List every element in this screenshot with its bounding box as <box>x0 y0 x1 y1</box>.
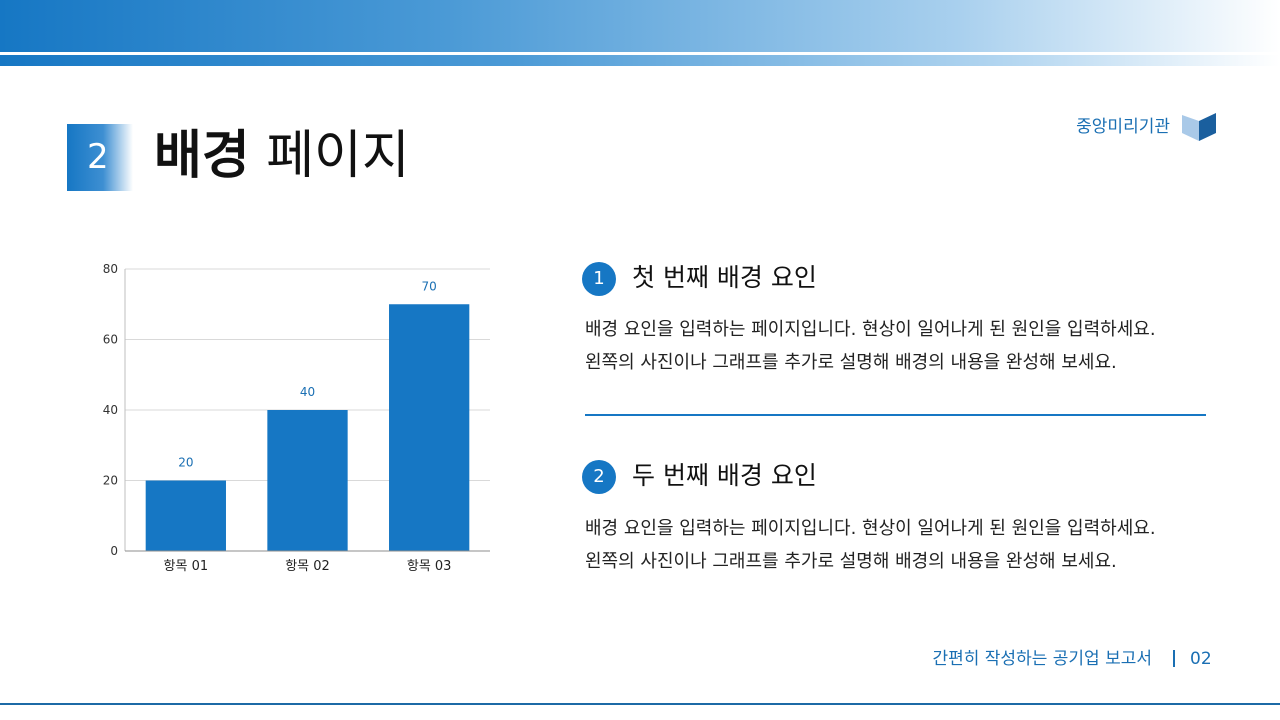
page-title: 배경 페이지 <box>154 120 410 192</box>
item-2-body: 배경 요인을 입력하는 페이지입니다. 현상이 일어나게 된 원인을 입력하세요… <box>585 512 1225 578</box>
bar-3 <box>389 304 470 551</box>
page-title-bold: 배경 <box>154 126 250 186</box>
item-1-number-badge: 1 <box>582 262 616 296</box>
footer-separator <box>1173 650 1175 667</box>
header-gradient-stripe <box>0 55 1280 66</box>
item-2-title: 두 번째 배경 요인 <box>632 461 817 490</box>
header-gradient-band <box>0 0 1280 52</box>
y-tick-label-4: 80 <box>103 262 118 276</box>
organization-logo-icon <box>1182 113 1216 141</box>
page-title-rest: 페이지 <box>266 126 410 186</box>
section-divider <box>585 414 1206 416</box>
y-tick-label-1: 20 <box>103 474 118 488</box>
y-tick-label-0: 0 <box>110 544 118 558</box>
item-2-line-1: 배경 요인을 입력하는 페이지입니다. 현상이 일어나게 된 원인을 입력하세요… <box>585 518 1156 539</box>
data-label-1: 20 <box>178 456 193 470</box>
bottom-rule <box>0 703 1280 705</box>
item-1-line-2: 왼쪽의 사진이나 그래프를 추가로 설명해 배경의 내용을 완성해 보세요. <box>585 352 1117 373</box>
section-number-badge: 2 <box>67 124 133 191</box>
x-tick-label-2: 항목 02 <box>285 559 330 574</box>
item-1-title: 첫 번째 배경 요인 <box>632 263 817 292</box>
footer-page-number: 02 <box>1190 649 1212 669</box>
bar-chart: 0 20 40 60 80 20 항목 01 40 항목 02 70 항목 03 <box>103 262 490 574</box>
item-1-line-1: 배경 요인을 입력하는 페이지입니다. 현상이 일어나게 된 원인을 입력하세요… <box>585 319 1156 340</box>
bar-2 <box>267 410 348 551</box>
y-tick-label-3: 60 <box>103 333 118 347</box>
organization-name: 중앙미리기관 <box>1076 117 1170 137</box>
y-tick-label-2: 40 <box>103 403 118 417</box>
x-tick-label-1: 항목 01 <box>164 559 209 574</box>
data-label-2: 40 <box>300 385 315 399</box>
x-tick-label-3: 항목 03 <box>407 559 452 574</box>
item-1-body: 배경 요인을 입력하는 페이지입니다. 현상이 일어나게 된 원인을 입력하세요… <box>585 313 1225 379</box>
data-label-3: 70 <box>422 279 437 293</box>
footer-document-title: 간편히 작성하는 공기업 보고서 <box>932 649 1152 669</box>
bar-1 <box>145 480 226 551</box>
item-2-line-2: 왼쪽의 사진이나 그래프를 추가로 설명해 배경의 내용을 완성해 보세요. <box>585 551 1117 572</box>
item-2-number-badge: 2 <box>582 460 616 494</box>
